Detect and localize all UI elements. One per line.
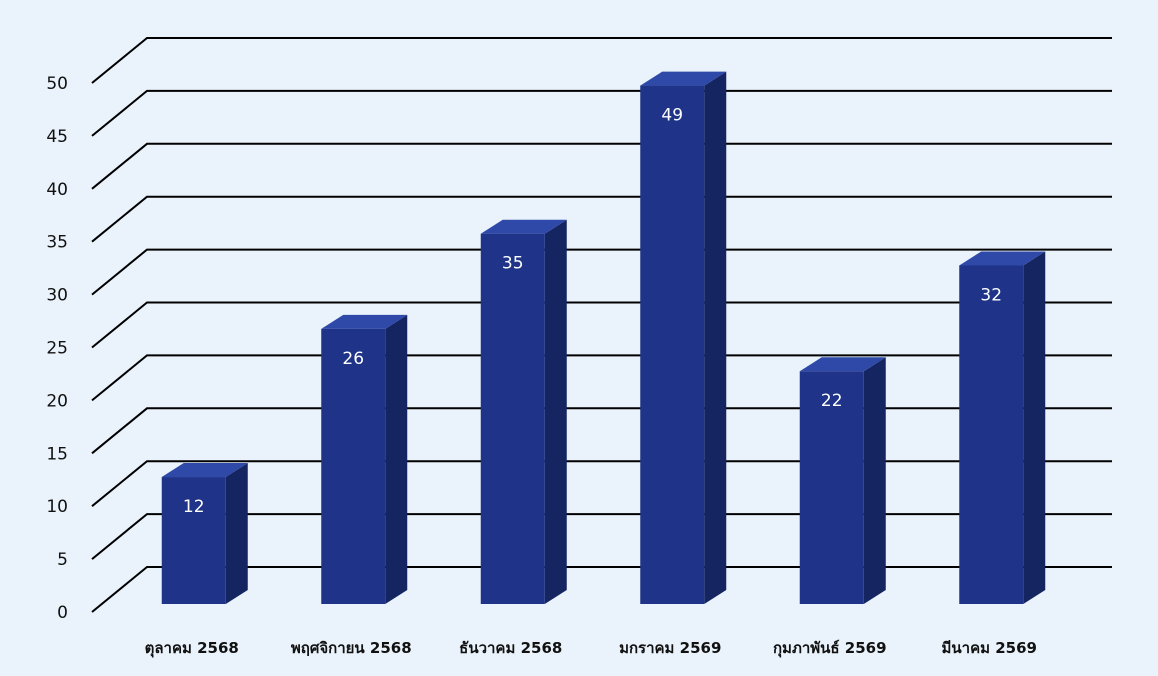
x-tick-label: กุมภาพันธ์ 2569	[773, 639, 887, 658]
gridline	[91, 248, 1112, 296]
bar-side	[544, 219, 567, 604]
data-label: 12	[183, 497, 205, 517]
y-tick-label: 5	[57, 550, 68, 570]
gridline	[91, 142, 1112, 190]
bar-side	[863, 357, 886, 604]
bar-top	[640, 71, 727, 86]
bar-top	[799, 357, 886, 372]
bar-side	[1023, 251, 1046, 604]
y-tick-label: 30	[46, 286, 68, 306]
data-label: 49	[661, 106, 683, 126]
x-tick-label: มกราคม 2569	[619, 639, 721, 657]
bar-side	[225, 463, 248, 604]
gridline	[91, 513, 1112, 560]
bar-side	[385, 314, 408, 604]
bar	[480, 233, 545, 604]
y-tick-label: 15	[46, 444, 68, 464]
bar-top	[161, 463, 248, 478]
x-tick-label: พฤศจิกายน 2568	[291, 639, 412, 657]
y-tick-label: 40	[46, 180, 68, 200]
bar	[640, 85, 705, 604]
y-tick-label: 10	[46, 497, 68, 517]
gridline	[91, 37, 1112, 84]
bar	[959, 265, 1024, 604]
bar-top	[480, 219, 567, 234]
y-tick-label: 20	[46, 391, 68, 411]
data-label: 35	[502, 254, 524, 274]
gridline	[91, 407, 1112, 455]
x-tick-label: มีนาคม 2569	[942, 639, 1037, 657]
gridline	[91, 460, 1112, 507]
bar	[161, 477, 226, 604]
gridline	[91, 301, 1112, 349]
x-tick-label: ธันวาคม 2568	[459, 639, 562, 657]
x-tick-label: ตุลาคม 2568	[145, 639, 239, 658]
gridline	[91, 195, 1112, 243]
y-tick-label: 25	[46, 339, 68, 359]
bar-top	[321, 314, 408, 329]
bar	[321, 328, 386, 604]
y-tick-label: 45	[46, 127, 68, 147]
gridline	[91, 354, 1112, 402]
data-label: 22	[821, 391, 843, 411]
data-label: 32	[980, 285, 1002, 305]
y-tick-label: 35	[46, 233, 68, 253]
gridline	[91, 89, 1112, 137]
bar-top	[959, 251, 1046, 266]
y-tick-label: 0	[57, 603, 68, 623]
y-tick-label: 50	[46, 74, 68, 94]
gridline	[91, 566, 1112, 613]
bar-side	[704, 71, 727, 604]
bar	[799, 371, 864, 604]
data-label: 26	[342, 349, 364, 369]
